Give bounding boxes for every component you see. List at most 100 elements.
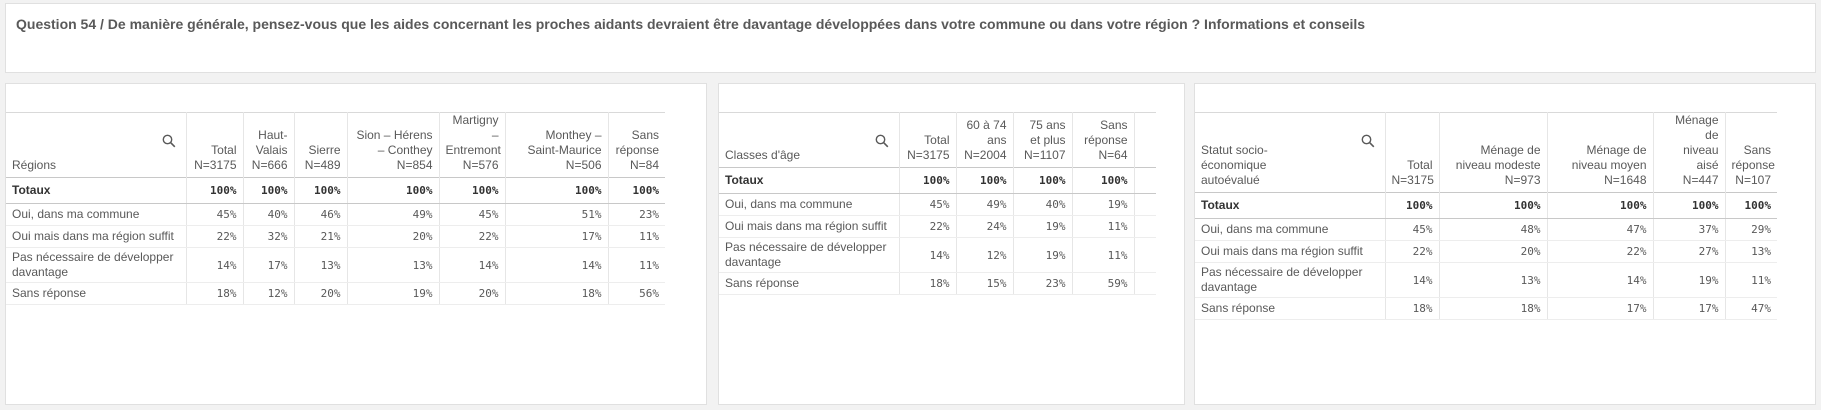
table-cell: 20% bbox=[294, 282, 348, 305]
column-header[interactable]: 75 ans et plus N=1107 bbox=[1013, 112, 1073, 168]
sort-ascending-icon[interactable] bbox=[48, 173, 58, 178]
table-cell: 11% bbox=[608, 247, 665, 283]
column-header-line: N=973 bbox=[1504, 173, 1541, 187]
row-label[interactable]: Sans réponse bbox=[1195, 297, 1386, 320]
totals-row: Totaux 100% 100% 100% 100% 100% 100% 100% bbox=[6, 177, 665, 204]
age-classes-table: Classes d'âge Total N=3175 60 à 74 ans N=2004… bbox=[719, 112, 1156, 295]
table-cell: 23% bbox=[608, 203, 665, 226]
table-cell: 13% bbox=[294, 247, 348, 283]
column-header[interactable]: Sion – Hérens – Conthey N=854 bbox=[347, 112, 440, 178]
table-cell: 47% bbox=[1725, 297, 1777, 320]
table-cell: 32% bbox=[243, 225, 295, 248]
table-cell: 15% bbox=[956, 272, 1014, 295]
table-cell: 59% bbox=[1072, 272, 1135, 295]
question-title-panel: Question 54 / De manière générale, pense… bbox=[5, 3, 1816, 73]
column-header-line: N=447 bbox=[1682, 173, 1719, 187]
row-label[interactable]: Sans réponse bbox=[719, 272, 900, 295]
column-header[interactable]: Total N=3175 bbox=[1385, 112, 1440, 193]
column-header-line: N=107 bbox=[1735, 173, 1771, 187]
column-header-line: ans bbox=[987, 133, 1007, 147]
column-header[interactable]: Sans réponse N=107 bbox=[1725, 112, 1777, 193]
table-cell: 19% bbox=[1072, 193, 1135, 216]
column-header[interactable]: Total N=3175 bbox=[186, 112, 244, 178]
spacer-cell bbox=[1134, 272, 1156, 295]
sort-ascending-icon[interactable] bbox=[1269, 188, 1279, 193]
column-header-line: Total bbox=[924, 133, 950, 147]
column-header-line: N=489 bbox=[304, 158, 341, 172]
table-cell: 45% bbox=[439, 203, 506, 226]
table-cell: 100% bbox=[439, 177, 506, 204]
table-cell: 17% bbox=[505, 225, 609, 248]
table-cell: 45% bbox=[899, 193, 957, 216]
table-cell: 22% bbox=[1547, 240, 1654, 263]
table-cell: 37% bbox=[1653, 218, 1726, 241]
row-label[interactable]: Totaux bbox=[6, 177, 187, 204]
column-header[interactable]: Monthey – Saint-Maurice N=506 bbox=[505, 112, 609, 178]
column-header[interactable]: Ménage de niveau moyen N=1648 bbox=[1547, 112, 1654, 193]
table-cell: 51% bbox=[505, 203, 609, 226]
row-label[interactable]: Oui mais dans ma région suffit bbox=[1195, 240, 1386, 263]
age-classes-dimension-header[interactable]: Classes d'âge bbox=[719, 112, 900, 168]
table-cell: 18% bbox=[505, 282, 609, 305]
column-header-line: Ménage de bbox=[1675, 113, 1719, 143]
column-header-line: réponse bbox=[1731, 158, 1775, 172]
table-cell: 20% bbox=[1439, 240, 1548, 263]
row-label[interactable]: Pas nécessaire de développer davantage bbox=[1195, 262, 1386, 298]
regions-table-panel: Régions Total N=3175 Haut- Valais N=666 Sierre… bbox=[5, 83, 707, 405]
column-header[interactable]: Ménage de niveau modeste N=973 bbox=[1439, 112, 1548, 193]
search-icon[interactable] bbox=[875, 134, 889, 148]
column-header[interactable]: Total N=3175 bbox=[899, 112, 957, 168]
row-label[interactable]: Oui, dans ma commune bbox=[1195, 218, 1386, 241]
spacer-cell bbox=[1134, 193, 1156, 216]
table-cell: 13% bbox=[1725, 240, 1777, 263]
table-cell: 14% bbox=[1547, 262, 1654, 298]
column-header-line: Total bbox=[211, 143, 237, 157]
table-cell: 24% bbox=[956, 215, 1014, 238]
table-cell: 100% bbox=[608, 177, 665, 204]
table-cell: 18% bbox=[899, 272, 957, 295]
column-header-line: Ménage de bbox=[1480, 143, 1541, 157]
row-label[interactable]: Sans réponse bbox=[6, 282, 187, 305]
table-cell: 100% bbox=[294, 177, 348, 204]
column-header-line: Sans bbox=[1100, 118, 1128, 132]
table-cell: 19% bbox=[347, 282, 440, 305]
row-label[interactable]: Oui, dans ma commune bbox=[719, 193, 900, 216]
table-cell: 14% bbox=[505, 247, 609, 283]
column-header-line: Martigny – bbox=[452, 113, 499, 143]
row-label[interactable]: Totaux bbox=[1195, 192, 1386, 219]
row-label[interactable]: Oui mais dans ma région suffit bbox=[6, 225, 187, 248]
regions-dimension-header[interactable]: Régions bbox=[6, 112, 187, 178]
table-cell: 27% bbox=[1653, 240, 1726, 263]
column-header-line: N=506 bbox=[565, 158, 602, 172]
row-label[interactable]: Totaux bbox=[719, 167, 900, 194]
socio-economic-status-table-panel: Statut socio-économique autoévalué Total N… bbox=[1194, 83, 1816, 405]
column-header[interactable]: Sans réponse N=64 bbox=[1072, 112, 1135, 168]
table-cell: 100% bbox=[347, 177, 440, 204]
row-label[interactable]: Pas nécessaire de développer davantage bbox=[719, 237, 900, 273]
table-cell: 100% bbox=[1385, 192, 1440, 219]
column-header[interactable]: 60 à 74 ans N=2004 bbox=[956, 112, 1014, 168]
dimension-label: Classes d'âge bbox=[725, 148, 800, 162]
row-label[interactable]: Pas nécessaire de développer davantage bbox=[6, 247, 187, 283]
column-header[interactable]: Sierre N=489 bbox=[294, 112, 348, 178]
socio-economic-status-dimension-header[interactable]: Statut socio-économique autoévalué bbox=[1195, 112, 1386, 193]
column-header-line: niveau aisé bbox=[1683, 143, 1719, 172]
table-cell: 17% bbox=[1547, 297, 1654, 320]
column-header-line: N=1648 bbox=[1604, 173, 1647, 187]
column-header[interactable]: Haut- Valais N=666 bbox=[243, 112, 295, 178]
column-header[interactable]: Sans réponse N=84 bbox=[608, 112, 665, 178]
table-cell: 12% bbox=[956, 237, 1014, 273]
table-cell: 17% bbox=[1653, 297, 1726, 320]
row-label[interactable]: Oui, dans ma commune bbox=[6, 203, 187, 226]
column-header-line: niveau modeste bbox=[1455, 158, 1541, 172]
table-row: Pas nécessaire de développer davantage 14… bbox=[6, 247, 665, 283]
column-header[interactable]: Martigny – Entremont N=576 bbox=[439, 112, 506, 178]
row-label[interactable]: Oui mais dans ma région suffit bbox=[719, 215, 900, 238]
sort-ascending-icon[interactable] bbox=[805, 163, 815, 168]
search-icon[interactable] bbox=[162, 134, 176, 148]
table-cell: 18% bbox=[1439, 297, 1548, 320]
table-cell: 46% bbox=[294, 203, 348, 226]
table-cell: 18% bbox=[1385, 297, 1440, 320]
search-icon[interactable] bbox=[1361, 134, 1375, 148]
column-header[interactable]: Ménage de niveau aisé N=447 bbox=[1653, 112, 1726, 193]
